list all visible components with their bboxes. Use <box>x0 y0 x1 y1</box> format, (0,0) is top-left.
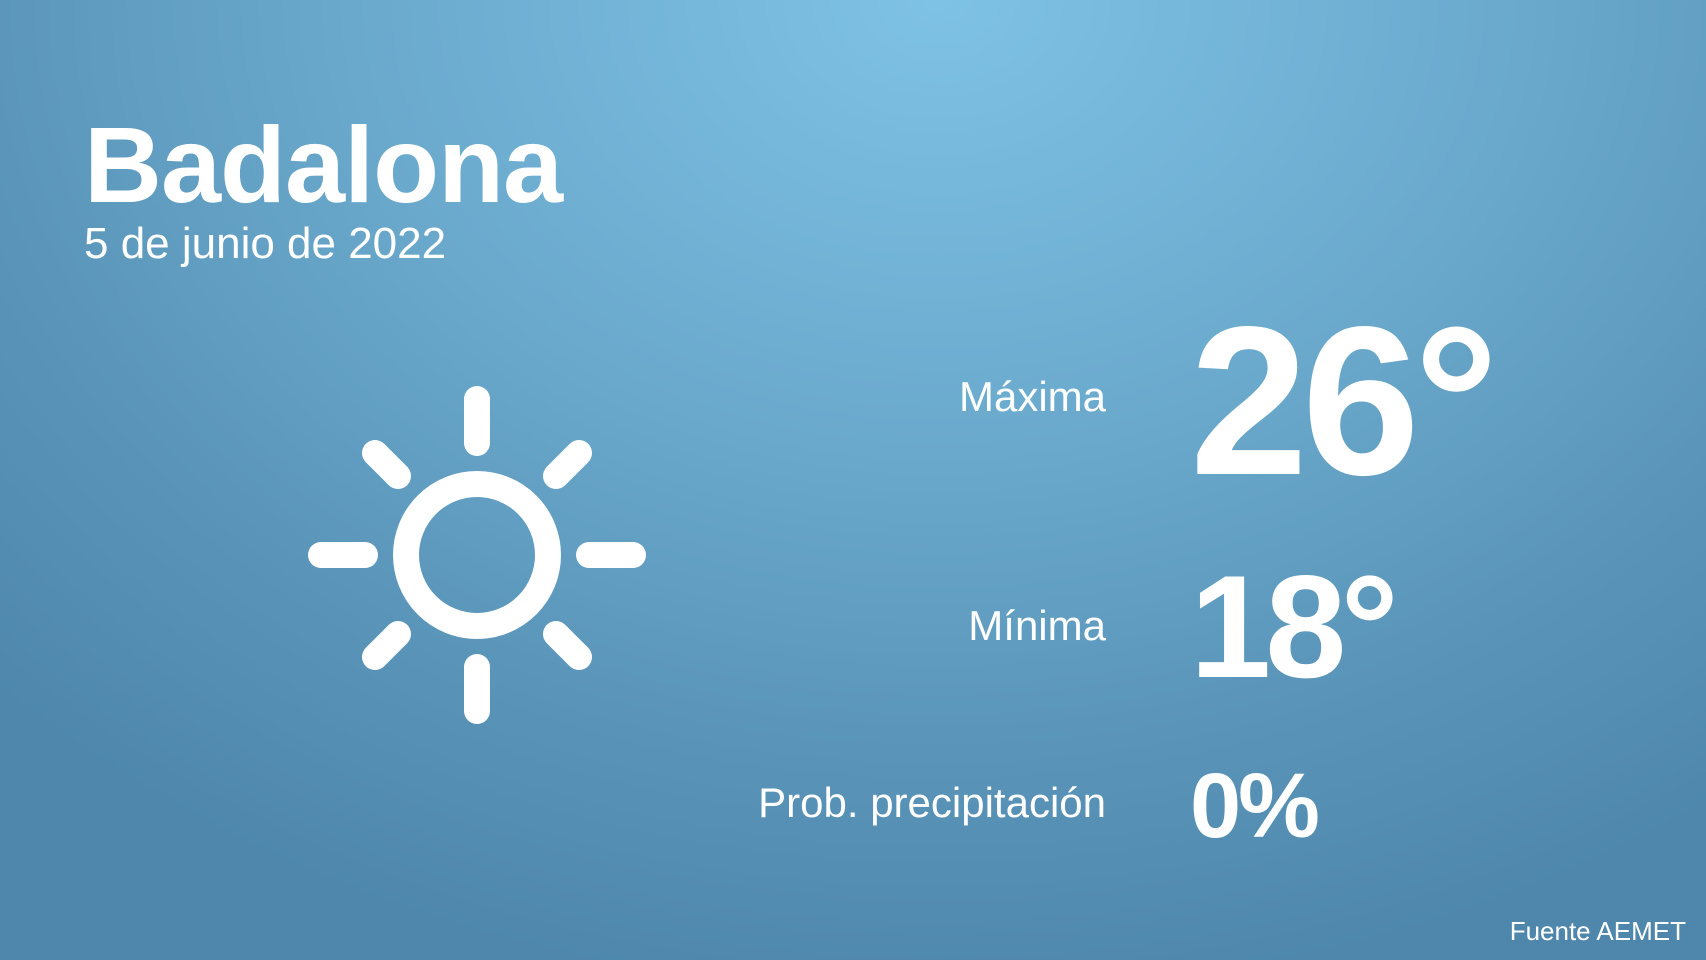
sun-rays <box>308 386 646 724</box>
source-credit: Fuente AEMET <box>1509 916 1686 946</box>
precipitation-label: Prob. precipitación <box>758 779 1106 826</box>
forecast-date: 5 de junio de 2022 <box>84 219 447 268</box>
sun-icon <box>308 386 646 724</box>
city-title: Badalona <box>84 104 563 225</box>
min-temp-label: Mínima <box>968 602 1106 649</box>
min-temp-value: 18° <box>1190 545 1399 708</box>
precipitation-value: 0% <box>1190 755 1320 857</box>
max-temp-value: 26° <box>1190 282 1499 519</box>
sun-disc <box>393 471 561 639</box>
max-temp-label: Máxima <box>958 373 1106 420</box>
